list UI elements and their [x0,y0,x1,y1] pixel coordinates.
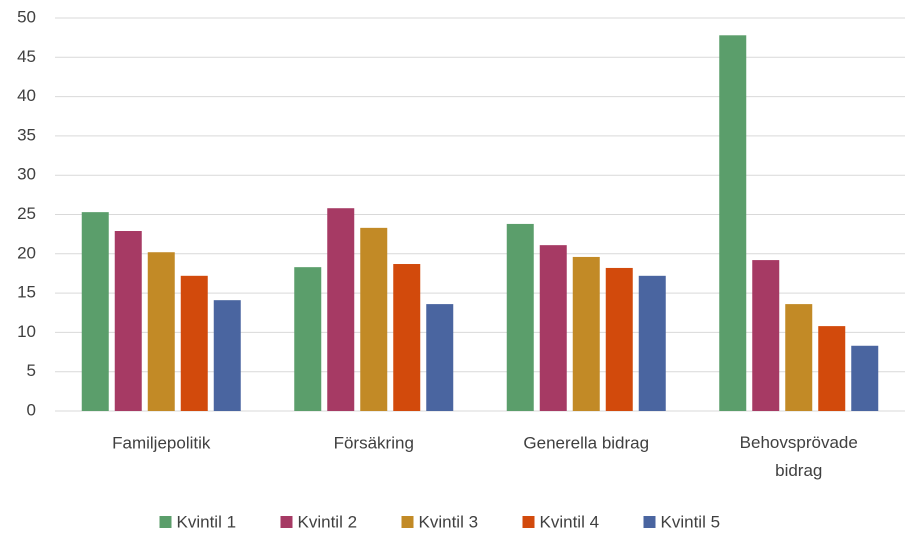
bar [147,252,175,411]
bar [294,267,322,411]
y-tick-label: 25 [17,204,36,223]
bar [752,260,780,411]
y-tick-label: 50 [17,7,36,26]
bar [605,267,633,411]
legend-swatch [401,516,414,528]
legend-swatch [643,516,656,528]
y-tick-label: 35 [17,125,36,144]
bar [426,304,454,411]
y-tick-label: 45 [17,47,36,66]
y-tick-label: 20 [17,243,36,262]
bar [572,256,600,411]
x-tick-label: Behovsprövade bidrag [740,433,858,480]
y-tick-label: 30 [17,165,36,184]
y-tick-label: 5 [27,361,36,380]
legend-label: Kvintil 1 [177,512,237,531]
bar [719,35,747,412]
bar [785,304,813,411]
bar [638,275,666,411]
y-tick-label: 10 [17,322,36,341]
legend-label: Kvintil 5 [661,512,721,531]
x-tick-label: Försäkring [334,433,414,452]
bar [327,208,355,411]
y-tick-label: 0 [27,400,36,419]
legend-swatch [522,516,535,528]
bar [506,223,534,411]
bar [360,227,388,411]
legend-swatch [280,516,293,528]
bar [180,275,208,411]
bar [81,212,109,411]
bar [851,345,879,411]
bar [393,264,421,411]
legend-label: Kvintil 3 [419,512,479,531]
legend-label: Kvintil 4 [540,512,600,531]
y-tick-label: 15 [17,283,36,302]
bar [818,326,846,411]
bar [114,231,142,411]
x-tick-label: Generella bidrag [523,433,649,452]
y-tick-label: 40 [17,86,36,105]
bar [213,300,241,411]
x-tick-label: Familjepolitik [112,433,211,452]
legend-label: Kvintil 2 [298,512,358,531]
legend-swatch [159,516,172,528]
bar [539,245,567,411]
